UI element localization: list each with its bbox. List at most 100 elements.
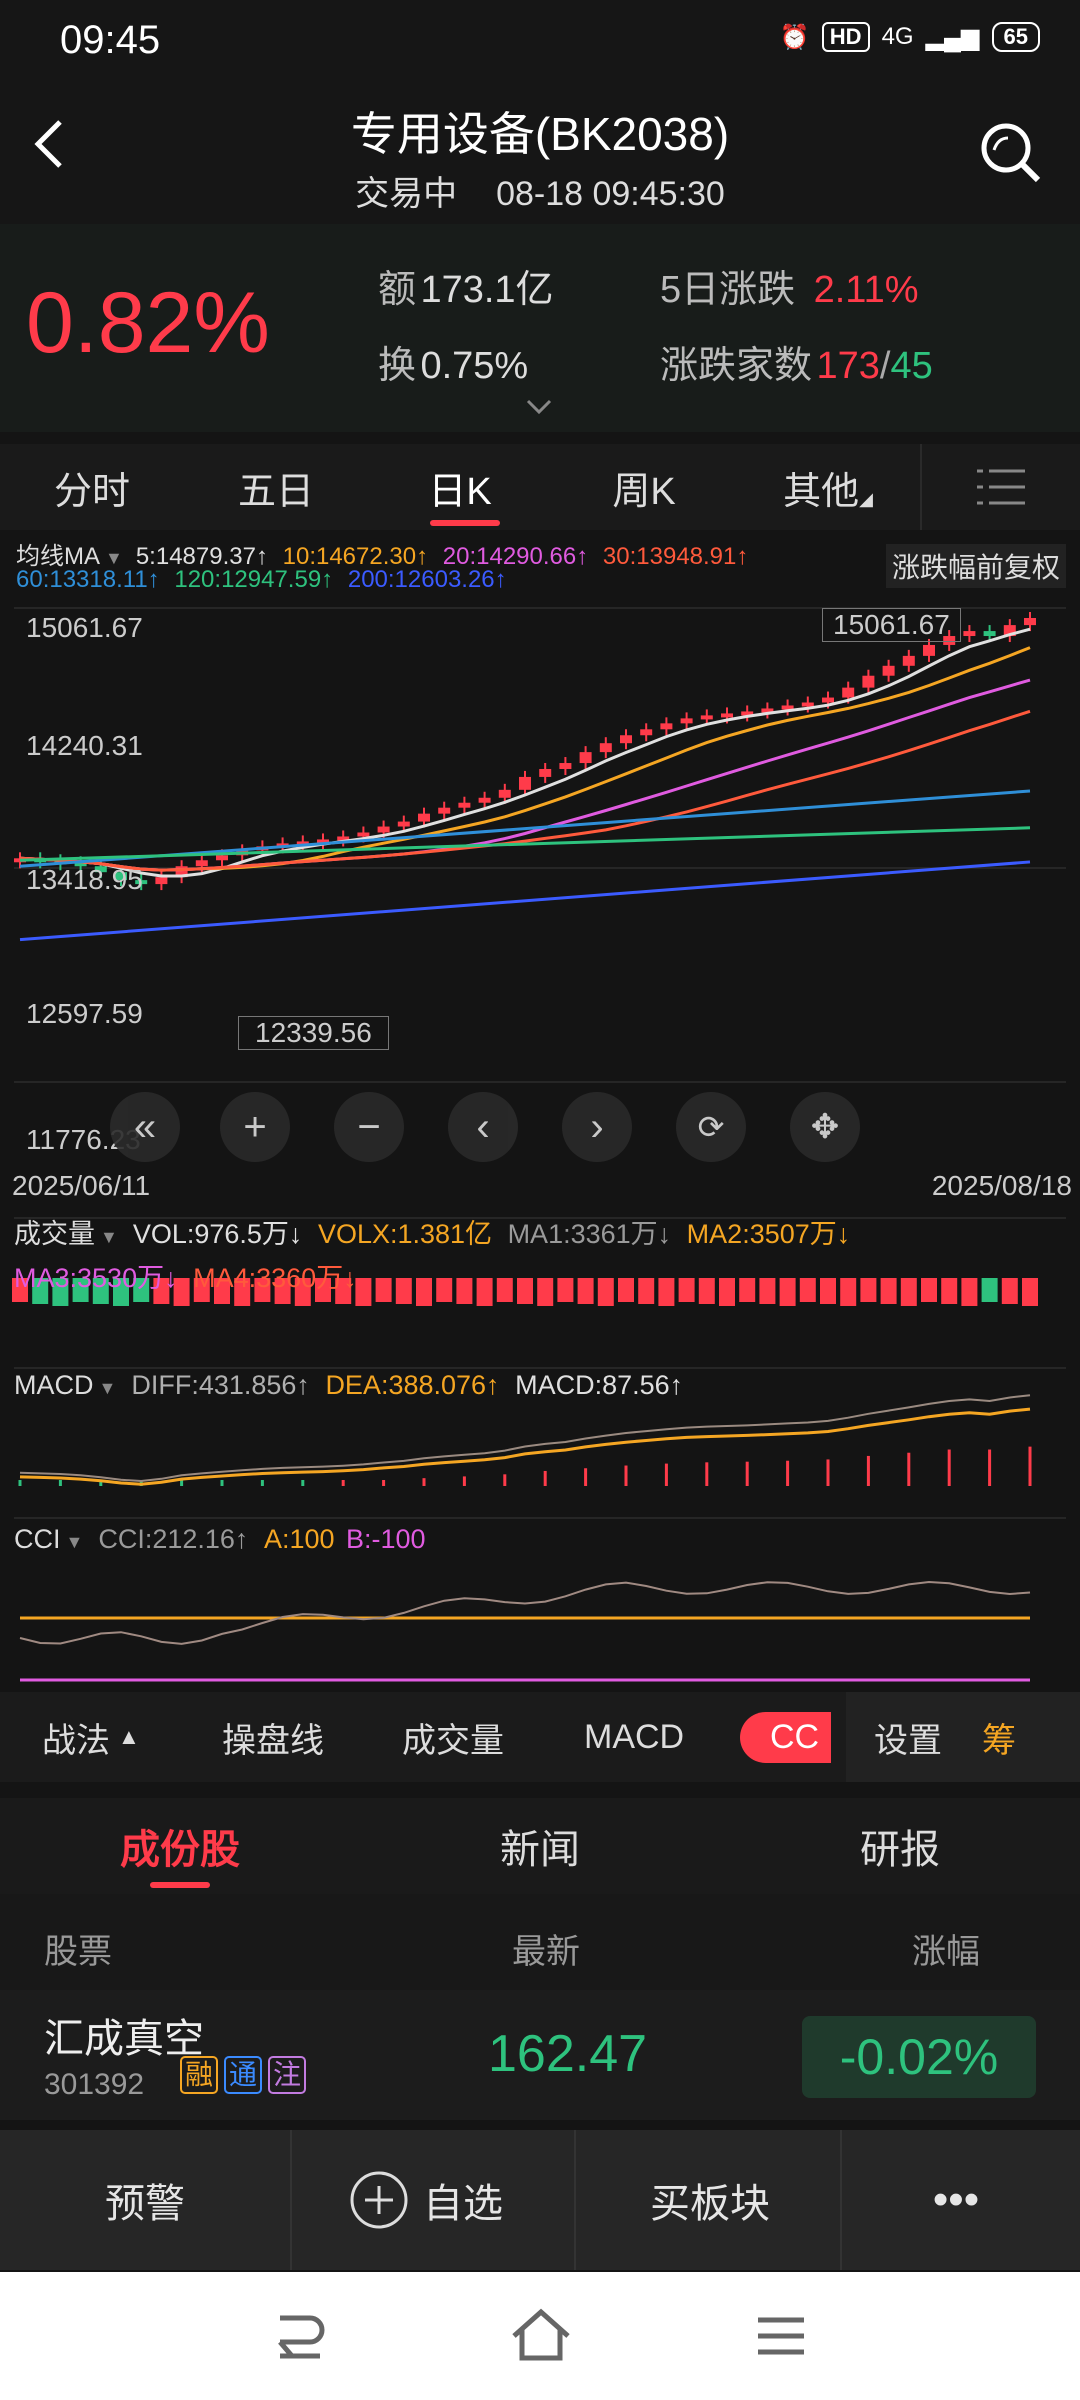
volume-bar — [517, 1278, 533, 1304]
minus-icon: − — [357, 1104, 381, 1149]
buy-block-button[interactable]: 买板块 — [574, 2130, 844, 2270]
vol-ma3-value: MA3:3530万↓ — [14, 1263, 178, 1293]
status-time: 09:45 — [60, 18, 161, 62]
indicator-volume[interactable]: 成交量 — [402, 1721, 504, 1760]
list-item[interactable]: 汇成真空 301392 融通注 162.47 -0.02% — [0, 1990, 1080, 2120]
stock-badges: 融通注 — [180, 2056, 312, 2094]
volume-bar — [395, 1278, 412, 1304]
volume-bar — [638, 1278, 655, 1304]
status-icons: ⏰ HD 4G ▂▄▆ 65 — [780, 22, 1040, 52]
volume-bar — [335, 1278, 352, 1304]
candle — [1024, 618, 1036, 626]
fullscreen-button[interactable]: ✥ — [790, 1092, 860, 1162]
expand-icon[interactable] — [526, 398, 552, 421]
header: 专用设备(BK2038) 交易中 08-18 09:45:30 — [0, 84, 1080, 224]
home-nav-icon[interactable] — [510, 2308, 572, 2362]
tab-research[interactable]: 研报 — [860, 1828, 940, 1872]
ma60-value: 60:13318.11↑ — [16, 566, 160, 593]
change-percent: 0.82% — [26, 275, 270, 371]
chevron-left-icon: ‹ — [476, 1104, 490, 1149]
kline-chart-panel[interactable]: 均线MA ▼ 5:14879.37↑ 10:14672.30↑ 20:14290… — [0, 530, 1080, 1690]
candle — [115, 872, 127, 881]
chart-period-tabs: 分时 五日 日K 周K 其他 ◢ — [0, 444, 1080, 530]
tab-other[interactable]: 其他 ◢ — [736, 444, 920, 530]
chevron-right-icon: › — [590, 1104, 604, 1149]
five-day-value: 2.11% — [813, 269, 919, 311]
chevron-left-icon — [34, 120, 62, 168]
settings-button[interactable]: 设置 — [874, 1721, 942, 1760]
search-button[interactable] — [978, 120, 1044, 186]
macd-label[interactable]: MACD — [14, 1370, 94, 1400]
candle — [155, 877, 168, 885]
rotate-button[interactable]: ⟳ — [676, 1092, 746, 1162]
chart-shrink-button[interactable]: « — [110, 1092, 180, 1162]
watchlist-label: 自选 — [423, 2182, 503, 2226]
scroll-left-button[interactable]: ‹ — [448, 1092, 518, 1162]
ma-label[interactable]: 均线MA — [16, 543, 100, 570]
indicator-trading-line[interactable]: 操盘线 — [222, 1721, 324, 1760]
price-adjust-button[interactable]: 涨跌幅前复权 — [885, 544, 1066, 588]
alert-button[interactable]: 预警 — [105, 2182, 185, 2226]
double-chevron-left-icon: « — [133, 1104, 157, 1149]
volx-value: VOLX:1.381亿 — [317, 1219, 493, 1249]
ma5-value: 5:14879.37↑ — [135, 543, 268, 570]
header-change[interactable]: 涨幅 — [912, 1933, 980, 1971]
five-day-stat: 5日涨跌 2.11% — [660, 258, 919, 313]
more-button[interactable]: ••• — [840, 2130, 1070, 2270]
list-header: 股票 最新 涨幅 — [0, 1894, 1080, 1990]
candle — [337, 836, 350, 841]
scroll-right-button[interactable]: › — [562, 1092, 632, 1162]
tab-daily-k[interactable]: 日K — [368, 444, 552, 530]
candle — [862, 675, 875, 688]
tab-weekly-k[interactable]: 周K — [612, 470, 676, 513]
system-nav-bar — [0, 2272, 1080, 2400]
chart-settings-button[interactable] — [920, 444, 1080, 530]
zoom-out-button[interactable]: − — [334, 1092, 404, 1162]
candle — [963, 631, 976, 637]
candle — [397, 821, 410, 827]
tab-intraday[interactable]: 分时 — [53, 470, 130, 513]
add-watchlist-button[interactable]: 自选 — [290, 2130, 560, 2270]
toolbar-right-group: 设置 筹 — [846, 1692, 1080, 1782]
volume-bar — [315, 1278, 331, 1302]
dea-value: DEA:388.076↑ — [325, 1370, 500, 1400]
date-end: 2025/08/18 — [931, 1170, 1072, 1201]
back-button[interactable] — [30, 114, 90, 184]
volume-label[interactable]: 成交量 — [14, 1219, 95, 1249]
y-tick-1: 15061.67 — [26, 612, 143, 643]
y-tick-2: 14240.31 — [26, 730, 143, 761]
volume-bar — [739, 1278, 756, 1302]
amount-stat: 额 173.1亿 — [378, 258, 554, 313]
ma200-value: 200:12603.26↑ — [347, 566, 507, 593]
tab-news[interactable]: 新闻 — [500, 1828, 580, 1872]
header-latest[interactable]: 最新 — [512, 1933, 580, 1971]
candle — [640, 729, 653, 736]
indicator-macd[interactable]: MACD — [584, 1717, 685, 1756]
indicator-cci-active[interactable]: CC — [740, 1692, 832, 1782]
back-nav-icon[interactable] — [270, 2312, 326, 2362]
tab-constituents[interactable]: 成份股 — [0, 1798, 360, 1894]
volume-bar — [597, 1278, 614, 1306]
tab-five-day[interactable]: 五日 — [237, 470, 314, 513]
zoom-in-button[interactable]: + — [220, 1092, 290, 1162]
candle — [781, 705, 794, 710]
strategy-button[interactable]: 战法 ▲ — [42, 1692, 140, 1782]
volume-bar — [254, 1278, 271, 1302]
volume-bar — [234, 1278, 251, 1306]
move-arrows-icon: ✥ — [810, 1108, 840, 1146]
hd-icon: HD — [821, 22, 870, 52]
volume-bar — [900, 1278, 917, 1306]
dea-line — [19, 1407, 1031, 1486]
candle — [296, 841, 309, 846]
cci-a-value: A:100 — [263, 1524, 335, 1554]
candle — [1003, 625, 1016, 637]
volume-bar — [416, 1278, 432, 1306]
stock-code: 301392 — [44, 2068, 145, 2101]
chips-button[interactable]: 筹 — [982, 1721, 1016, 1760]
macd-legend: MACD ▼ DIFF:431.856↑ DEA:388.076↑ MACD:8… — [14, 1370, 684, 1400]
cci-label[interactable]: CCI — [14, 1524, 61, 1554]
menu-nav-icon[interactable] — [756, 2314, 806, 2358]
ma5-line — [19, 627, 1031, 878]
ma120-value: 120:12947.59↑ — [174, 566, 334, 593]
quote-panel: 0.82% 额 173.1亿 换 0.75% 5日涨跌 2.11% 涨跌家数 1… — [0, 224, 1080, 432]
